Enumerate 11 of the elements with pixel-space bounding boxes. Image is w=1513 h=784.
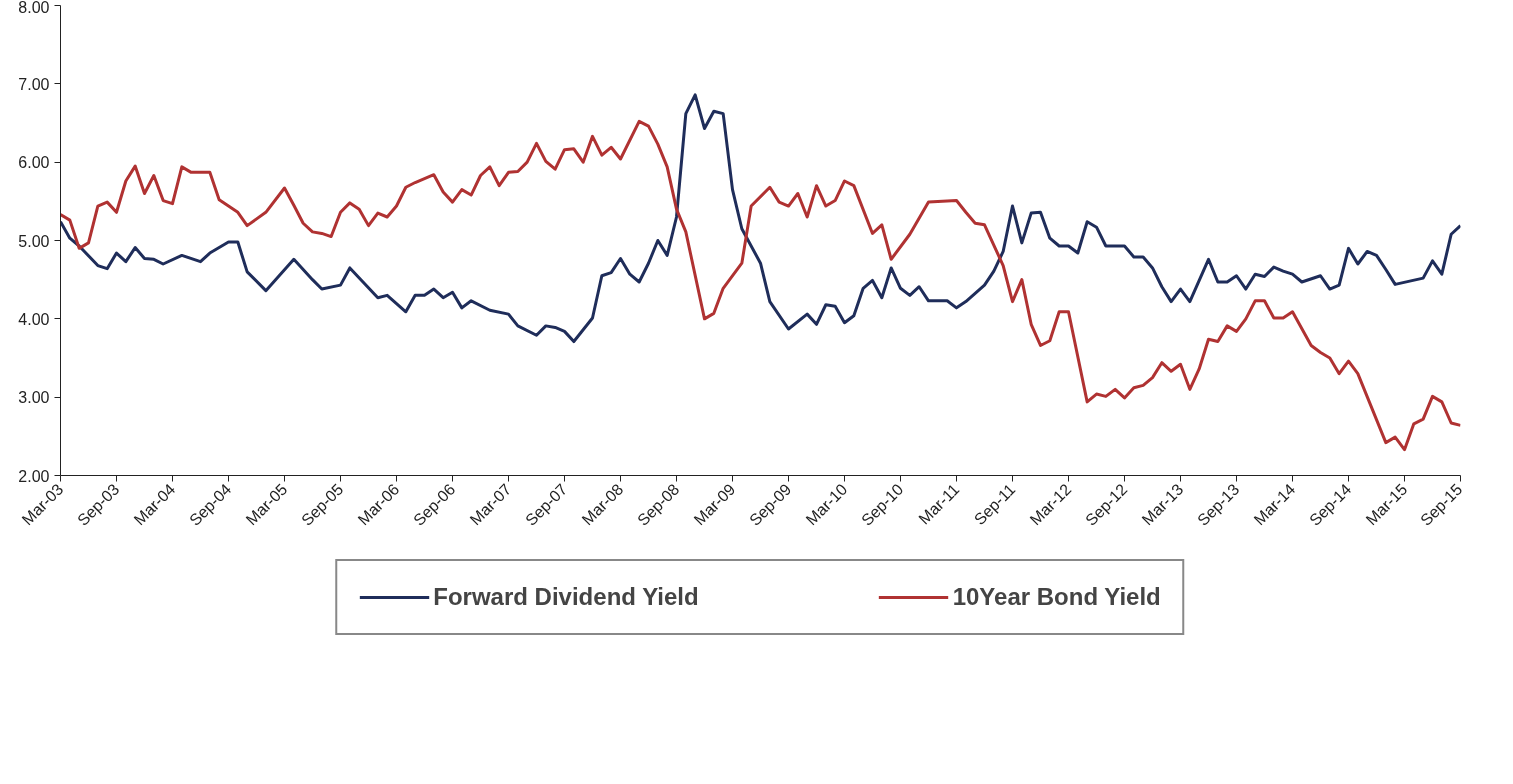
line-series (60, 119, 1461, 452)
y-tick-label: 7.00 (18, 75, 50, 93)
y-tick-label: 8.00 (18, 0, 50, 16)
y-tick-label: 2.00 (18, 467, 50, 485)
legend-label: 10Year Bond Yield (952, 583, 1161, 611)
legend-label: Forward Dividend Yield (433, 583, 699, 611)
y-tick-label: 6.00 (18, 154, 50, 172)
line-series (60, 93, 1461, 344)
y-tick-label: 3.00 (18, 389, 50, 407)
y-tick-label: 5.00 (18, 232, 50, 250)
y-tick-label: 4.00 (18, 310, 50, 328)
